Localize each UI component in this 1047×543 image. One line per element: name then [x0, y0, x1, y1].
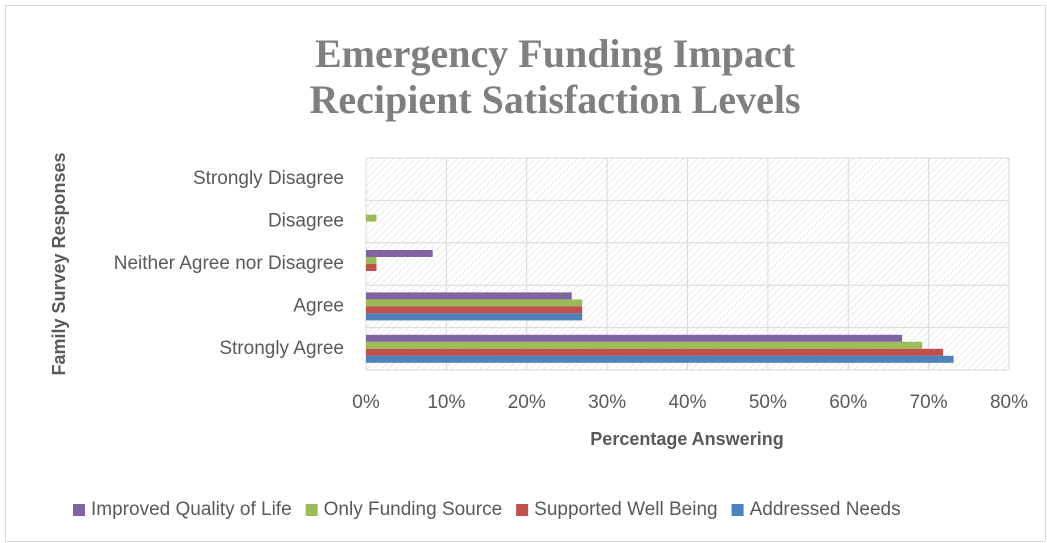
x-tick-label: 10% — [427, 392, 465, 413]
y-tick-label: Strongly Disagree — [193, 168, 344, 189]
bar — [366, 348, 944, 356]
y-tick-label: Agree — [293, 295, 344, 316]
bar — [366, 264, 377, 271]
x-tick-label: 30% — [588, 392, 626, 413]
legend-swatch — [305, 504, 318, 516]
y-tick-label: Neither Agree nor Disagree — [114, 253, 344, 274]
x-tick-label: 70% — [910, 392, 948, 413]
bar — [366, 250, 433, 257]
legend-label: Improved Quality of Life — [91, 499, 292, 520]
legend-label: Only Funding Source — [324, 499, 503, 520]
legend-label: Addressed Needs — [750, 499, 901, 520]
x-tick-label: 60% — [829, 392, 867, 413]
x-tick-label: 40% — [668, 392, 706, 413]
bar — [366, 299, 583, 307]
bar — [366, 292, 572, 300]
x-axis-title: Percentage Answering — [590, 429, 783, 449]
x-tick-label: 0% — [352, 392, 380, 413]
bar — [366, 334, 903, 342]
chart-title: Recipient Satisfaction Levels — [309, 77, 800, 122]
x-tick-label: 20% — [508, 392, 546, 413]
y-tick-label: Strongly Agree — [219, 338, 344, 359]
legend-swatch — [731, 504, 744, 516]
bar — [366, 313, 583, 321]
legend-swatch — [516, 504, 529, 516]
legend-swatch — [73, 504, 85, 516]
legend-label: Supported Well Being — [534, 499, 717, 520]
bar — [366, 341, 923, 349]
bar — [366, 306, 583, 314]
y-tick-label: Disagree — [268, 211, 344, 232]
x-tick-label: 50% — [749, 392, 787, 413]
x-tick-label: 80% — [990, 392, 1028, 413]
chart-title: Emergency Funding Impact — [315, 31, 796, 76]
y-axis-title: Family Survey Responses — [49, 152, 69, 375]
bar — [366, 214, 377, 222]
bar — [366, 257, 377, 264]
bar — [366, 355, 954, 363]
